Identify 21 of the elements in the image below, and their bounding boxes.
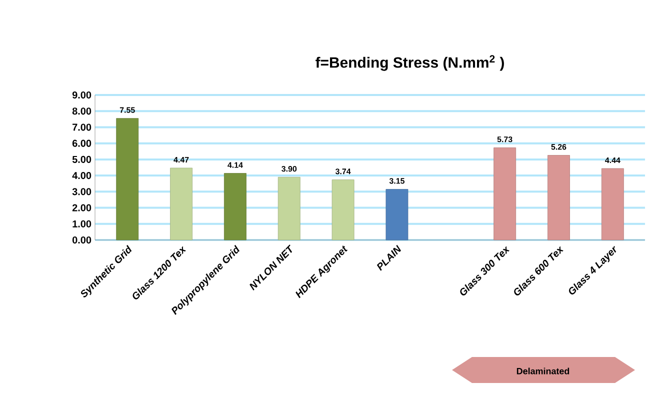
y-tick-label: 7.00 [72,124,92,131]
bar [386,189,408,240]
y-tick-label: 0.00 [72,236,92,244]
y-tick-label: 4.00 [72,172,92,180]
y-tick-label: 8.00 [72,108,92,115]
bar [494,147,516,240]
chart-title: f=Bending Stress (N.mm$^{2}$ ) [316,55,504,71]
bar [332,180,354,240]
y-tick-label: 9.00 [72,91,92,99]
bar [278,176,300,240]
y-tick-label: 2.00 [72,204,92,212]
bar [224,173,246,240]
y-tick-label: 3.00 [72,188,92,196]
y-tick-label: 6.00 [72,140,92,147]
y-tick-label: 1.00 [72,220,92,228]
y-tick-label: 5.00 [72,156,92,163]
bar [548,155,570,240]
bar [601,168,624,240]
bar [170,168,192,240]
text: Delaminated [516,368,570,374]
bar [116,118,139,240]
